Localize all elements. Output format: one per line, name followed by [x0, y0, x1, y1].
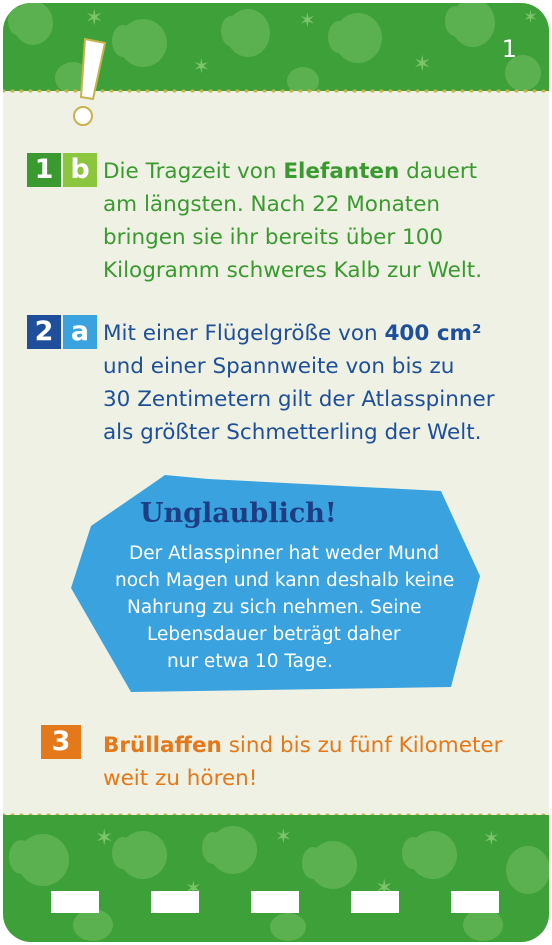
quiz-card: ✶ ✶ ✶ ✶ ✶ 1 1 b Die Tragzeit von Elefant… — [3, 3, 549, 942]
keyword-elefanten: Elefanten — [283, 159, 400, 184]
svg-text:✶: ✶ — [299, 8, 316, 32]
badge-number: 3 — [41, 725, 81, 759]
slot — [151, 891, 199, 913]
slot — [451, 891, 499, 913]
exclamation-icon — [73, 37, 107, 126]
slot — [251, 891, 299, 913]
elephant-icon — [9, 826, 549, 941]
svg-text:✶: ✶ — [193, 54, 210, 78]
keyword-bruellaffen: Brüllaffen — [103, 733, 222, 758]
badge-letter: a — [63, 315, 97, 349]
svg-text:✶: ✶ — [483, 826, 500, 850]
answer-text-2: Mit einer Flügelgröße von 400 cm² und ei… — [103, 321, 495, 445]
svg-text:✶: ✶ — [413, 52, 431, 77]
answer-text-1: Die Tragzeit von Elefanten dauert am län… — [103, 159, 483, 283]
elephant-pattern-bottom: ✶ ✶ ✶ ✶ ✶ — [9, 824, 549, 941]
page-number: 1 — [501, 35, 517, 63]
fact-bubble — [71, 475, 480, 692]
star-icon: ✶ ✶ ✶ ✶ ✶ — [85, 6, 538, 78]
slot-row — [3, 891, 549, 915]
answer-badge-2a: 2 a — [27, 315, 97, 349]
svg-text:✶: ✶ — [85, 6, 103, 31]
bottom-band: ✶ ✶ ✶ ✶ ✶ — [3, 815, 549, 942]
fact-title: Unglaublich! — [140, 498, 337, 529]
fact-text: Der Atlasspinner hat weder Mund noch Mag… — [115, 543, 455, 672]
slot — [351, 891, 399, 913]
slot — [51, 891, 99, 913]
svg-text:✶: ✶ — [95, 826, 113, 851]
answer-badge-1b: 1 b — [27, 153, 97, 187]
answer-badge-3: 3 — [41, 725, 81, 759]
svg-text:✶: ✶ — [275, 824, 292, 848]
badge-number: 1 — [27, 153, 61, 187]
answer-text-3: Brüllaffen sind bis zu fünf Kilometer we… — [103, 733, 503, 791]
keyword-flaeche: 400 cm² — [384, 321, 482, 346]
badge-number: 2 — [27, 315, 61, 349]
svg-text:✶: ✶ — [523, 7, 538, 28]
badge-letter: b — [63, 153, 97, 187]
